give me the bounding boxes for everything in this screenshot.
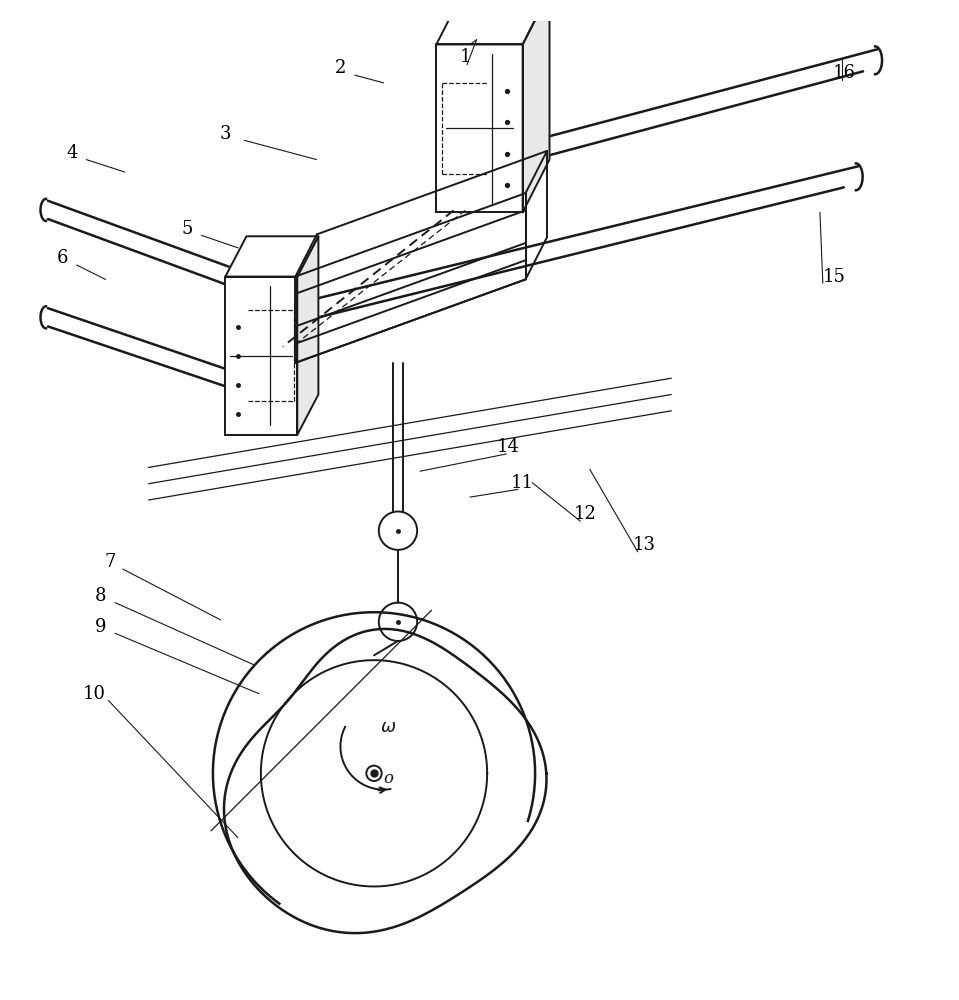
- Text: 3: 3: [220, 125, 231, 143]
- Polygon shape: [297, 236, 318, 435]
- Text: 8: 8: [95, 587, 106, 605]
- Polygon shape: [225, 277, 297, 435]
- Text: 11: 11: [511, 474, 534, 492]
- Text: 15: 15: [823, 268, 846, 286]
- Text: 16: 16: [832, 64, 855, 82]
- Text: 9: 9: [95, 618, 106, 636]
- Polygon shape: [436, 0, 550, 44]
- Text: 10: 10: [82, 685, 105, 703]
- Polygon shape: [436, 44, 523, 212]
- Text: 6: 6: [57, 249, 68, 267]
- Text: 5: 5: [181, 220, 193, 238]
- Text: 7: 7: [105, 553, 116, 571]
- Text: 13: 13: [633, 536, 656, 554]
- Text: o: o: [384, 770, 393, 787]
- Text: 12: 12: [573, 505, 596, 523]
- Text: 2: 2: [335, 59, 346, 77]
- Text: $\omega$: $\omega$: [381, 718, 396, 736]
- Polygon shape: [523, 0, 550, 212]
- Text: 1: 1: [459, 48, 471, 66]
- Text: 14: 14: [497, 438, 520, 456]
- Polygon shape: [225, 236, 318, 277]
- Text: 4: 4: [66, 144, 78, 162]
